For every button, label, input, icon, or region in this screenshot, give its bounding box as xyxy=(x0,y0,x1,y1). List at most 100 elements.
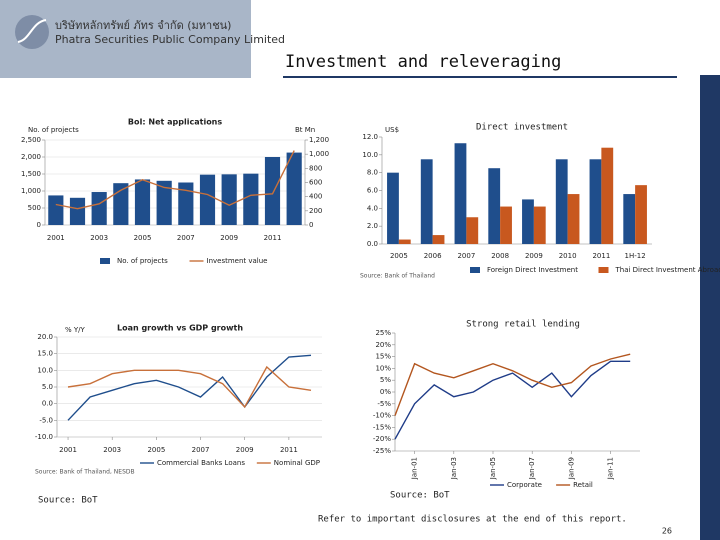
bar xyxy=(48,195,64,225)
y-tick-label: 10.0 xyxy=(37,366,53,374)
bar xyxy=(264,157,281,225)
y-tick-label: 20% xyxy=(375,341,391,349)
bar xyxy=(243,173,259,225)
bar xyxy=(567,194,580,244)
y-tick-label: 10.0 xyxy=(362,151,378,159)
y2-tick-label: 800 xyxy=(309,164,322,172)
chart-title: BoI: Net applications xyxy=(128,118,223,127)
y-tick-label: 15.0 xyxy=(37,350,53,358)
chart-source: Source: Bank of Thailand xyxy=(360,273,435,280)
legend-label: No. of projects xyxy=(117,257,168,265)
x-tick-label: 2001 xyxy=(47,234,65,242)
legend-label: Corporate xyxy=(507,481,542,489)
y-axis-label: % Y/Y xyxy=(65,326,86,334)
y-tick-label: 8.0 xyxy=(367,169,378,177)
y-tick-label: 2,000 xyxy=(21,153,41,161)
legend-label: Commercial Banks Loans xyxy=(157,459,245,467)
bar xyxy=(601,147,614,244)
y-axis-label: No. of projects xyxy=(28,126,79,134)
y-tick-label: -25% xyxy=(373,447,391,455)
legend-label: Foreign Direct Investment xyxy=(487,266,578,274)
y2-tick-label: 600 xyxy=(309,179,322,187)
x-tick-label: Jan-03 xyxy=(450,457,458,480)
y2-tick-label: 400 xyxy=(309,193,322,201)
line-series xyxy=(67,354,312,421)
x-tick-label: 2003 xyxy=(103,446,121,454)
source-note: Source: BoT xyxy=(390,491,450,501)
y-tick-label: 500 xyxy=(28,204,41,212)
x-tick-label: 2009 xyxy=(220,234,238,242)
x-tick-label: 2001 xyxy=(59,446,77,454)
x-tick-label: 2011 xyxy=(280,446,298,454)
bar xyxy=(199,174,216,225)
side-bar xyxy=(700,75,720,540)
bar xyxy=(156,180,172,225)
chart-title: Strong retail lending xyxy=(466,320,580,330)
bar xyxy=(623,194,636,244)
y-tick-label: 1,500 xyxy=(21,170,41,178)
y-tick-label: 2,500 xyxy=(21,136,41,144)
legend-label: Investment value xyxy=(207,257,268,265)
y-tick-label: 25% xyxy=(375,329,391,337)
legend-swatch xyxy=(598,267,609,273)
legend-label: Thai Direct Investment Abroad xyxy=(615,266,720,274)
y-tick-label: 4.0 xyxy=(367,204,378,212)
y-tick-label: 10% xyxy=(375,364,391,372)
x-tick-label: Jan-09 xyxy=(567,457,575,480)
bar xyxy=(635,185,647,244)
x-tick-label: 2005 xyxy=(134,234,152,242)
bar xyxy=(522,199,534,244)
bar xyxy=(286,152,302,225)
bar xyxy=(113,183,129,225)
bar xyxy=(466,217,479,244)
x-tick-label: Jan-11 xyxy=(607,457,615,480)
y-tick-label: 0.0 xyxy=(42,400,53,408)
x-tick-label: 2003 xyxy=(90,234,108,242)
x-tick-label: 2007 xyxy=(457,252,475,260)
y-tick-label: 2.0 xyxy=(367,222,378,230)
bar xyxy=(500,206,512,244)
y2-tick-label: 1,200 xyxy=(309,136,329,144)
bar xyxy=(454,143,467,244)
bar xyxy=(398,239,411,244)
bar xyxy=(134,179,151,225)
line-series xyxy=(55,150,295,210)
line-series xyxy=(67,365,312,409)
slide-title: Investment and releveraging xyxy=(285,52,561,72)
y-tick-label: -20% xyxy=(373,435,391,443)
source-note: Source: BoT xyxy=(38,496,98,506)
x-tick-label: 2005 xyxy=(390,252,408,260)
chart-source: Source: Bank of Thailand, NESDB xyxy=(35,469,135,476)
x-tick-label: 2011 xyxy=(592,252,610,260)
y-tick-label: 1,000 xyxy=(21,187,41,195)
y-tick-label: -10.0 xyxy=(35,433,53,441)
bar xyxy=(533,206,546,244)
x-tick-label: 2007 xyxy=(192,446,210,454)
x-tick-label: 2007 xyxy=(177,234,195,242)
logo-swoosh xyxy=(17,19,47,43)
y2-axis-label: Bt Mn xyxy=(295,126,315,134)
y-tick-label: -5% xyxy=(377,400,391,408)
y2-tick-label: 0 xyxy=(309,221,313,229)
x-tick-label: 2005 xyxy=(147,446,165,454)
x-tick-label: Jan-01 xyxy=(411,457,419,480)
y-tick-label: 6.0 xyxy=(367,187,378,195)
y-tick-label: 5% xyxy=(380,376,391,384)
y-tick-label: 12.0 xyxy=(362,133,378,141)
x-tick-label: 2006 xyxy=(424,252,442,260)
bar xyxy=(555,159,568,244)
y-tick-label: 0% xyxy=(380,388,391,396)
bar xyxy=(420,159,433,244)
line-series xyxy=(394,353,631,416)
chart-title: Direct investment xyxy=(476,123,568,133)
x-tick-label: Jan-07 xyxy=(528,457,536,480)
page-number: 26 xyxy=(662,527,672,536)
bar xyxy=(69,197,86,225)
x-tick-label: 2011 xyxy=(264,234,282,242)
x-tick-label: 2009 xyxy=(525,252,543,260)
x-tick-label: 2008 xyxy=(491,252,509,260)
bar xyxy=(589,159,602,244)
bar xyxy=(488,168,501,244)
company-thai: บริษัทหลักทรัพย์ ภัทร จำกัด (มหาชน) xyxy=(55,19,231,32)
